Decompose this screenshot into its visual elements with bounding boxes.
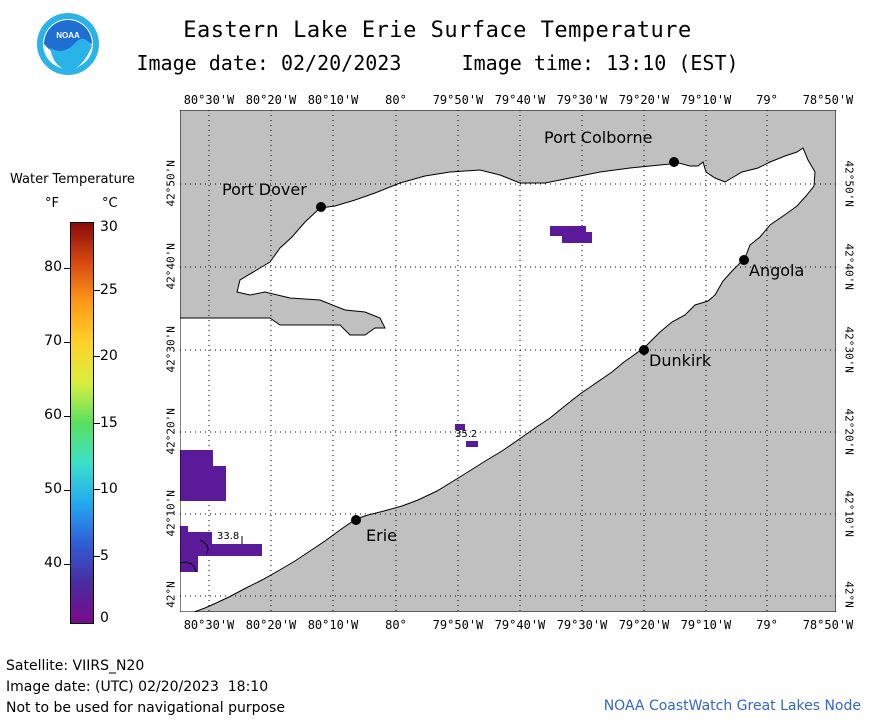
temperature-colorbar	[70, 222, 94, 624]
city-label-dunkirk: Dunkirk	[649, 351, 712, 370]
noaa-logo-icon: NOAA	[37, 13, 99, 75]
colorbar-tick-mark	[94, 489, 100, 490]
contour-line	[199, 539, 209, 555]
image-datetime: Image date: 02/20/2023 Image time: 13:10…	[136, 51, 739, 75]
lake-map	[180, 110, 836, 612]
lon-label-top: 79°20'W	[618, 93, 670, 107]
temp-patch	[180, 544, 262, 556]
disclaimer: Not to be used for navigational purpose	[6, 700, 285, 716]
city-label-erie: Erie	[366, 526, 397, 545]
colorbar-tick-c: 15	[100, 415, 118, 431]
lon-label-bottom: 79°30'W	[556, 618, 608, 632]
colorbar-tick-c: 25	[100, 282, 118, 298]
temp-value-label: 33.8	[217, 531, 240, 542]
colorbar-tick-c: 0	[100, 610, 109, 626]
temp-patch	[550, 226, 586, 236]
lon-label-top: 79°40'W	[494, 93, 546, 107]
lon-label-top: 80°20'W	[245, 93, 297, 107]
lat-label-left: 42°20'N	[164, 408, 178, 455]
colorbar-tick-mark	[94, 290, 100, 291]
city-marker-dunkirk	[639, 345, 649, 355]
colorbar-tick-mark	[64, 490, 70, 491]
lon-label-bottom: 79°10'W	[680, 618, 732, 632]
lon-label-top: 79°	[756, 93, 778, 107]
credit-line: NOAA CoastWatch Great Lakes Node	[603, 698, 861, 714]
svg-text:NOAA: NOAA	[56, 31, 80, 40]
lon-label-top: 78°50'W	[802, 93, 854, 107]
temp-patch	[180, 526, 188, 534]
lat-label-left: 42°10'N	[164, 490, 178, 537]
lon-label-bottom: 79°	[756, 618, 778, 632]
lat-label-right: 42°30'N	[842, 326, 856, 373]
lat-label-right: 42°40'N	[842, 243, 856, 290]
city-marker-angola	[739, 255, 749, 265]
lon-label-bottom: 80°10'W	[307, 618, 359, 632]
lon-label-bottom: 78°50'W	[802, 618, 854, 632]
colorbar-tick-f: 40	[44, 555, 62, 571]
lat-label-right: 42°10'N	[842, 490, 856, 537]
colorbar-tick-mark	[94, 423, 100, 424]
lon-label-top: 79°10'W	[680, 93, 732, 107]
colorbar-tick-mark	[94, 556, 100, 557]
colorbar-tick-f: 80	[44, 259, 62, 275]
lat-label-right: 42°20'N	[842, 408, 856, 455]
lon-label-bottom: 80°30'W	[183, 618, 235, 632]
lon-label-top: 80°10'W	[307, 93, 359, 107]
satellite-info: Satellite: VIIRS_N20	[6, 658, 145, 674]
city-label-angola: Angola	[749, 261, 805, 280]
temp-patch	[180, 450, 202, 494]
temp-value-label: 35.2	[455, 429, 478, 440]
colorbar-tick-mark	[64, 268, 70, 269]
temp-patch	[466, 441, 478, 447]
lon-label-bottom: 80°	[385, 618, 407, 632]
lon-label-bottom: 80°20'W	[245, 618, 297, 632]
legend-unit-c: °C	[102, 196, 118, 211]
colorbar-tick-c: 5	[100, 548, 109, 564]
city-label-port-colborne: Port Colborne	[544, 128, 653, 147]
lon-label-top: 80°	[385, 93, 407, 107]
lon-label-top: 80°30'W	[183, 93, 235, 107]
lon-label-top: 79°50'W	[432, 93, 484, 107]
lat-label-left: 42°N	[164, 581, 178, 608]
colorbar-tick-f: 70	[44, 333, 62, 349]
lat-label-left: 42°40'N	[164, 243, 178, 290]
colorbar-tick-c: 20	[100, 348, 118, 364]
city-marker-port-dover	[316, 202, 326, 212]
legend-unit-f: °F	[45, 196, 59, 211]
colorbar-tick-f: 50	[44, 481, 62, 497]
colorbar-tick-c: 30	[100, 219, 118, 235]
city-label-port-dover: Port Dover	[222, 180, 307, 199]
colorbar-tick-mark	[64, 564, 70, 565]
lat-label-right: 42°N	[842, 581, 856, 608]
graticule	[180, 110, 836, 612]
city-marker-erie	[351, 515, 361, 525]
cold-water-patches	[180, 226, 592, 572]
lon-label-bottom: 79°50'W	[432, 618, 484, 632]
utc-datetime: Image date: (UTC) 02/20/2023 18:10	[6, 679, 269, 695]
temp-patch	[562, 232, 592, 243]
lon-label-bottom: 79°20'W	[618, 618, 670, 632]
colorbar-tick-mark	[94, 356, 100, 357]
lat-label-left: 42°50'N	[164, 160, 178, 207]
contour-line	[180, 561, 197, 573]
page-title: Eastern Lake Erie Surface Temperature	[183, 18, 692, 43]
colorbar-tick-mark	[64, 416, 70, 417]
lat-label-right: 42°50'N	[842, 160, 856, 207]
colorbar-tick-f: 60	[44, 407, 62, 423]
legend-title: Water Temperature	[10, 172, 135, 187]
lake-water	[180, 147, 816, 612]
colorbar-tick-c: 10	[100, 481, 118, 497]
lon-label-top: 79°30'W	[556, 93, 608, 107]
colorbar-tick-mark	[64, 342, 70, 343]
lat-label-left: 42°30'N	[164, 326, 178, 373]
lon-label-bottom: 79°40'W	[494, 618, 546, 632]
city-marker-port-colborne	[669, 157, 679, 167]
temp-patch	[455, 424, 465, 430]
